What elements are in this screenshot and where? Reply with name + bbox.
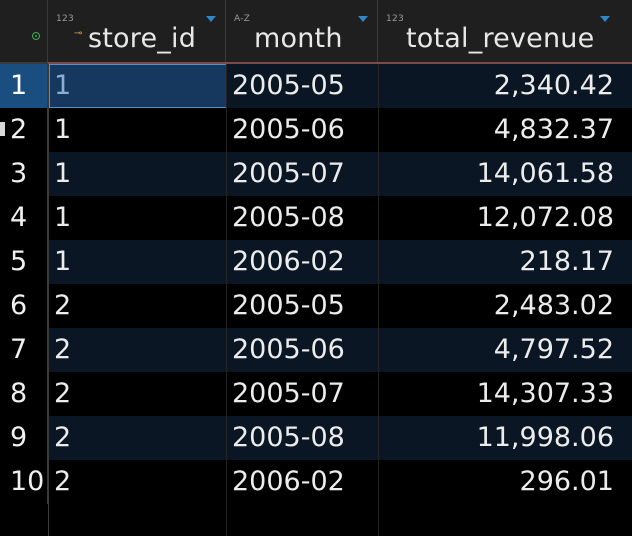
header-gutter[interactable] bbox=[0, 0, 48, 62]
column-divider bbox=[48, 64, 49, 536]
sort-dropdown-icon[interactable] bbox=[358, 16, 368, 22]
table-row[interactable]: 8 2 2005-07 14,307.33 bbox=[0, 372, 632, 416]
table-row[interactable]: 6 2 2005-05 2,483.02 bbox=[0, 284, 632, 328]
cell-month[interactable]: 2006-02 bbox=[232, 466, 345, 497]
numeric-type-icon: 123 bbox=[56, 14, 75, 24]
row-number[interactable]: 5 bbox=[0, 240, 48, 284]
cell-store-id[interactable]: 2 bbox=[54, 378, 72, 409]
selected-row-number[interactable]: 1 bbox=[10, 70, 28, 101]
cell-total-revenue[interactable]: 296.01 bbox=[519, 466, 614, 497]
selected-cell-highlight bbox=[49, 64, 227, 108]
row-number[interactable]: 4 bbox=[0, 196, 48, 240]
cell-month[interactable]: 2005-06 bbox=[232, 334, 345, 365]
cell-store-id[interactable]: 1 bbox=[54, 158, 72, 189]
cell-total-revenue[interactable]: 11,998.06 bbox=[476, 422, 614, 453]
cell-month[interactable]: 2005-07 bbox=[232, 158, 345, 189]
cell-total-revenue[interactable]: 12,072.08 bbox=[476, 202, 614, 233]
column-header-label: store_id bbox=[88, 23, 197, 54]
cell-store-id[interactable]: 2 bbox=[54, 334, 72, 365]
column-header-store-id[interactable]: 123 ⊸ store_id bbox=[48, 0, 226, 62]
row-number[interactable]: 3 bbox=[0, 152, 48, 196]
column-header-label: month bbox=[254, 23, 343, 54]
table-row[interactable]: 2 1 2005-06 4,832.37 bbox=[0, 108, 632, 152]
header-divider bbox=[48, 62, 632, 64]
column-header-label: total_revenue bbox=[406, 23, 595, 54]
cell-total-revenue[interactable]: 14,061.58 bbox=[476, 158, 614, 189]
column-divider bbox=[226, 64, 227, 536]
table-row[interactable]: 4 1 2005-08 12,072.08 bbox=[0, 196, 632, 240]
selected-row-indicator bbox=[0, 64, 47, 108]
cell-store-id[interactable]: 1 bbox=[54, 202, 72, 233]
row-number[interactable]: 7 bbox=[0, 328, 48, 372]
cell-month[interactable]: 2006-02 bbox=[232, 246, 345, 277]
row-number[interactable]: 9 bbox=[0, 416, 48, 460]
numeric-type-icon: 123 bbox=[386, 14, 405, 24]
table-row[interactable]: 10 2 2006-02 296.01 bbox=[0, 460, 632, 504]
cell-store-id[interactable]: 2 bbox=[54, 422, 72, 453]
row-number[interactable]: 6 bbox=[0, 284, 48, 328]
table-row[interactable]: 5 1 2006-02 218.17 bbox=[0, 240, 632, 284]
column-divider bbox=[378, 64, 379, 536]
cell-month[interactable]: 2005-05 bbox=[232, 70, 345, 101]
cell-store-id[interactable]: 2 bbox=[54, 290, 72, 321]
column-header-total-revenue[interactable]: 123 total_revenue bbox=[378, 0, 632, 62]
cell-month[interactable]: 2005-05 bbox=[232, 290, 345, 321]
cell-total-revenue[interactable]: 218.17 bbox=[519, 246, 614, 277]
cell-store-id[interactable]: 1 bbox=[54, 246, 72, 277]
table-row[interactable]: 9 2 2005-08 11,998.06 bbox=[0, 416, 632, 460]
cell-total-revenue[interactable]: 14,307.33 bbox=[476, 378, 614, 409]
text-type-icon: A-Z bbox=[234, 14, 251, 24]
cell-total-revenue[interactable]: 2,483.02 bbox=[493, 290, 614, 321]
cell-month[interactable]: 2005-08 bbox=[232, 202, 345, 233]
cell-total-revenue[interactable]: 4,832.37 bbox=[493, 114, 614, 145]
record-view-icon[interactable] bbox=[32, 32, 40, 40]
table-row[interactable]: 7 2 2005-06 4,797.52 bbox=[0, 328, 632, 372]
cell-store-id[interactable]: 1 bbox=[54, 114, 72, 145]
row-number[interactable]: 2 bbox=[0, 108, 48, 152]
cell-month[interactable]: 2005-08 bbox=[232, 422, 345, 453]
cell-month[interactable]: 2005-07 bbox=[232, 378, 345, 409]
cell-month[interactable]: 2005-06 bbox=[232, 114, 345, 145]
cell-store-id[interactable]: 2 bbox=[54, 466, 72, 497]
cell-total-revenue[interactable]: 4,797.52 bbox=[493, 334, 614, 365]
scroll-indicator[interactable] bbox=[0, 122, 5, 136]
sort-dropdown-icon[interactable] bbox=[206, 16, 216, 22]
header-divider bbox=[0, 62, 48, 64]
cell-total-revenue[interactable]: 2,340.42 bbox=[493, 70, 614, 101]
table-row[interactable]: 3 1 2005-07 14,061.58 bbox=[0, 152, 632, 196]
column-header-month[interactable]: A-Z month bbox=[226, 0, 378, 62]
key-icon: ⊸ bbox=[74, 28, 83, 39]
sort-dropdown-icon[interactable] bbox=[600, 16, 610, 22]
row-number[interactable]: 8 bbox=[0, 372, 48, 416]
selected-cell-value[interactable]: 1 bbox=[54, 70, 72, 101]
row-number[interactable]: 10 bbox=[0, 460, 48, 504]
